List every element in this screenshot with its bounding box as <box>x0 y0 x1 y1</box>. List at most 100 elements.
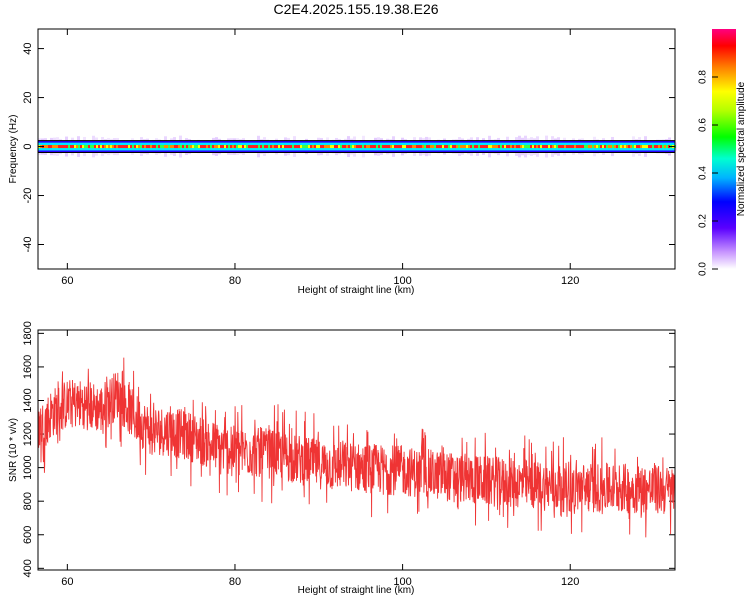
colorbar-gradient <box>712 29 736 269</box>
heatmap-core-cell <box>440 145 442 149</box>
heatmap-core-cell <box>364 145 366 149</box>
heatmap-core-cell <box>390 145 392 149</box>
heatmap-core-cell <box>250 145 252 149</box>
heatmap-core-cell <box>322 145 324 149</box>
heatmap-core-cell <box>344 145 346 149</box>
heatmap-core-cell <box>614 145 616 149</box>
heatmap-core-cell <box>490 145 492 149</box>
heatmap-core-cell <box>144 145 146 149</box>
heatmap-core-cell <box>666 145 668 149</box>
heatmap-core-cell <box>576 145 578 149</box>
heatmap-core-cell <box>348 145 350 149</box>
snr-y-tick-label: 1400 <box>22 388 34 412</box>
heatmap-core-cell <box>104 145 106 149</box>
heatmap-core-cell <box>228 145 230 149</box>
heatmap-ticks: 60 80 100 120 40 20 0 -20 -40 <box>22 29 675 287</box>
heatmap-core-cell <box>464 145 466 149</box>
heatmap-x-tick-label: 80 <box>229 275 241 287</box>
heatmap-core-cell <box>124 145 126 149</box>
snr-x-tick-label: 60 <box>61 576 73 588</box>
heatmap-core-cell <box>512 145 514 149</box>
heatmap-core-cell <box>634 145 636 149</box>
heatmap-core-cell <box>580 145 582 149</box>
heatmap-y-axis-label: Frequency (Hz) <box>8 115 19 184</box>
heatmap-core-cell <box>330 145 332 149</box>
heatmap-core-cell <box>100 145 102 149</box>
heatmap-core-cell <box>594 145 596 149</box>
heatmap-core-cell <box>174 145 176 149</box>
heatmap-core-cell <box>90 145 92 149</box>
heatmap-core-cell <box>264 145 266 149</box>
heatmap-core-cell <box>426 145 428 149</box>
heatmap-y-tick-label: -20 <box>22 188 34 204</box>
heatmap-core-cell <box>380 145 382 149</box>
heatmap-core-cell <box>54 145 56 149</box>
heatmap-core-cell <box>448 145 450 149</box>
snr-x-tick-label: 120 <box>561 576 579 588</box>
heatmap-core-cell <box>454 145 456 149</box>
heatmap-core-cell <box>94 145 96 149</box>
heatmap-plot-frame <box>37 28 676 270</box>
heatmap-core-cell <box>78 145 80 149</box>
heatmap-core-cell <box>114 145 116 149</box>
heatmap-core-cell <box>616 145 618 149</box>
spectrogram-panel: 60 80 100 120 40 20 0 -20 -40 Height of straight… <box>8 28 677 296</box>
heatmap-core-cell <box>136 145 138 149</box>
heatmap-core-cell <box>238 145 240 149</box>
heatmap-core-cell <box>542 145 544 149</box>
heatmap-core-cell <box>586 145 588 149</box>
heatmap-core-cell <box>316 145 318 149</box>
heatmap-core-cell <box>196 145 198 149</box>
heatmap-core-cell <box>378 145 380 149</box>
heatmap-core-cell <box>494 145 496 149</box>
heatmap-y-tick-label: 20 <box>22 91 34 103</box>
heatmap-core-cell <box>618 145 620 149</box>
heatmap-core-cell <box>158 145 160 149</box>
heatmap-core-cell <box>68 145 70 149</box>
heatmap-core-cell <box>84 145 86 149</box>
heatmap-core-cell <box>324 145 326 149</box>
heatmap-core-cell <box>274 145 276 149</box>
heatmap-core-cell <box>654 145 656 149</box>
heatmap-core-cell <box>60 145 62 149</box>
heatmap-core-cell <box>300 145 302 149</box>
heatmap-core-cell <box>470 145 472 149</box>
heatmap-core-cell <box>44 145 46 149</box>
heatmap-core-cell <box>478 145 480 149</box>
heatmap-core-cell <box>268 145 270 149</box>
heatmap-core-cell <box>182 145 184 149</box>
heatmap-core-cell <box>408 145 410 149</box>
heatmap-core-cell <box>392 145 394 149</box>
heatmap-core-cell <box>278 145 280 149</box>
snr-plot-frame <box>37 329 676 571</box>
heatmap-core-cell <box>140 145 142 149</box>
heatmap-core-cell <box>646 145 648 149</box>
heatmap-core-cell <box>126 145 128 149</box>
heatmap-core-cell <box>178 145 180 149</box>
heatmap-core-cell <box>592 145 594 149</box>
snr-x-axis-label: Height of straight line (km) <box>298 585 415 596</box>
heatmap-core-cell <box>516 145 518 149</box>
heatmap-core-cell <box>370 145 372 149</box>
heatmap-core-cell <box>266 145 268 149</box>
heatmap-core-cell <box>574 145 576 149</box>
heatmap-core-cell <box>304 145 306 149</box>
heatmap-core-cell <box>608 145 610 149</box>
heatmap-core-cell <box>396 145 398 149</box>
heatmap-core-cell <box>402 145 404 149</box>
heatmap-core-cell <box>428 145 430 149</box>
heatmap-core-cell <box>160 145 162 149</box>
heatmap-core-cell <box>560 145 562 149</box>
snr-y-tick-label: 1600 <box>22 355 34 379</box>
heatmap-core-cell <box>540 145 542 149</box>
heatmap-core-cell <box>388 145 390 149</box>
heatmap-core-cell <box>208 145 210 149</box>
heatmap-core-cell <box>664 145 666 149</box>
heatmap-core-cell <box>456 145 458 149</box>
heatmap-core-cell <box>394 145 396 149</box>
heatmap-core-cell <box>290 145 292 149</box>
heatmap-core-cell <box>520 145 522 149</box>
heatmap-core-cell <box>578 145 580 149</box>
colorbar-label: Normalized spectral amplitude <box>736 81 747 216</box>
heatmap-core-cell <box>530 145 532 149</box>
